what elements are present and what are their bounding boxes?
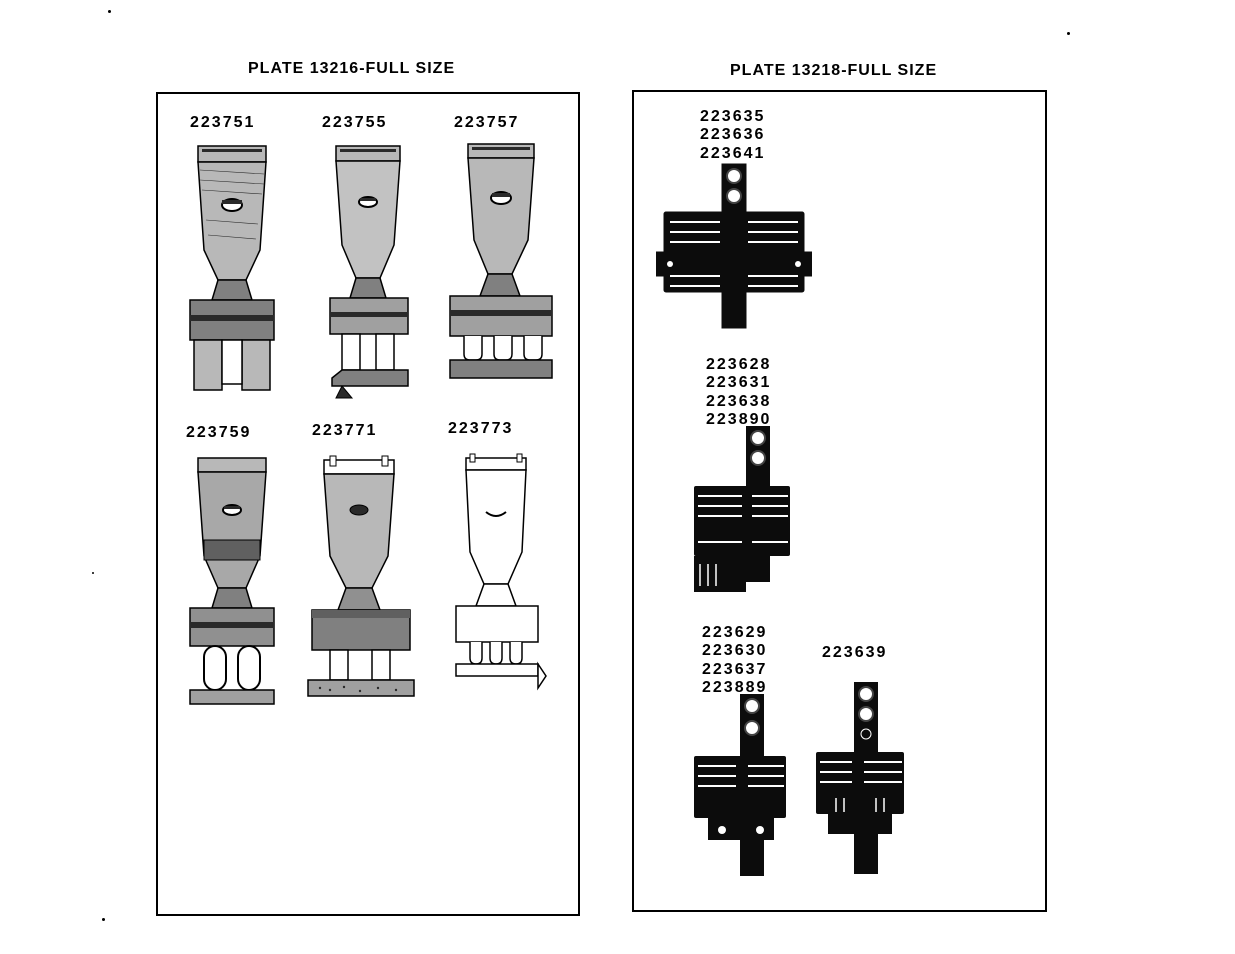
scan-speck xyxy=(1067,32,1070,35)
part-drawing-223757 xyxy=(440,140,560,400)
part-drawing-feed-tall xyxy=(686,692,796,882)
part-drawing-223751 xyxy=(176,140,288,400)
part-label-223751: 223751 xyxy=(190,114,255,132)
part-label-223755: 223755 xyxy=(322,114,387,132)
scan-speck xyxy=(108,10,111,13)
scan-page: PLATE 13216-FULL SIZE 223751 223755 2237… xyxy=(0,0,1235,954)
part-label-set-3: 223629 223630 223637 223889 xyxy=(702,624,767,698)
part-label-set-2: 223628 223631 223638 223890 xyxy=(706,356,771,430)
part-label-223639: 223639 xyxy=(822,644,887,662)
part-label-223759: 223759 xyxy=(186,424,251,442)
part-drawing-223759 xyxy=(176,452,288,712)
part-label-set-1: 223635 223636 223641 xyxy=(700,108,765,163)
part-label-223757: 223757 xyxy=(454,114,519,132)
part-drawing-223771 xyxy=(300,452,418,712)
part-drawing-feed-wide xyxy=(656,160,812,340)
scan-speck xyxy=(102,918,105,921)
part-drawing-feed-left xyxy=(688,424,798,599)
part-drawing-223755 xyxy=(312,140,424,400)
part-drawing-feed-tall2 xyxy=(810,680,910,880)
part-label-223771: 223771 xyxy=(312,422,377,440)
plate-right-title: PLATE 13218-FULL SIZE xyxy=(730,62,937,80)
part-drawing-223773 xyxy=(440,452,552,712)
plate-left-title: PLATE 13216-FULL SIZE xyxy=(248,60,455,78)
scan-speck xyxy=(92,572,94,574)
part-label-223773: 223773 xyxy=(448,420,513,438)
